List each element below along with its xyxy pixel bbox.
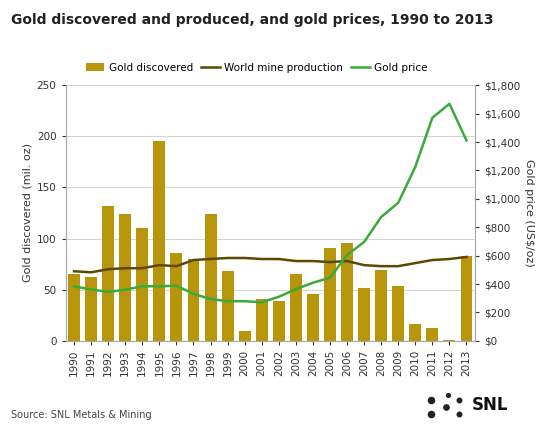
World mine production [344, 259, 351, 264]
World mine production [105, 267, 111, 272]
World mine production [207, 256, 214, 262]
Legend: Gold discovered, World mine production, Gold price: Gold discovered, World mine production, … [81, 58, 432, 77]
World mine production [429, 257, 436, 262]
Bar [426, 328, 438, 341]
Gold price [105, 289, 111, 294]
Gold price [446, 101, 453, 106]
Text: Source: SNL Metals & Mining: Source: SNL Metals & Mining [11, 410, 152, 420]
Gold price [139, 284, 146, 289]
World mine production [258, 256, 265, 262]
World mine production [139, 266, 146, 271]
World mine production [241, 256, 248, 261]
Gold price [327, 275, 333, 280]
World mine production [310, 259, 316, 264]
Bar [358, 288, 370, 341]
Gold price [378, 214, 384, 219]
World mine production [446, 256, 453, 262]
Gold price [224, 299, 231, 304]
Gold price [88, 287, 94, 292]
Gold price [429, 115, 436, 120]
World mine production [190, 257, 197, 262]
Gold price [207, 296, 214, 302]
World mine production [122, 266, 128, 271]
World mine production [395, 264, 401, 269]
Gold price [412, 164, 419, 170]
Gold price [190, 291, 197, 296]
Gold price [310, 280, 316, 285]
Gold price [258, 300, 265, 305]
Bar [443, 340, 455, 341]
Gold price [293, 287, 299, 292]
Bar [392, 285, 404, 341]
World mine production [156, 262, 163, 268]
Gold price [395, 200, 401, 205]
Bar [375, 270, 387, 341]
World mine production [88, 270, 94, 275]
Bar [410, 325, 422, 341]
Gold price [156, 284, 163, 289]
Gold price [276, 294, 282, 299]
Bar [153, 141, 165, 341]
World mine production [412, 261, 419, 266]
World mine production [276, 256, 282, 262]
World mine production [173, 264, 180, 269]
World mine production [224, 256, 231, 261]
Text: Gold discovered and produced, and gold prices, 1990 to 2013: Gold discovered and produced, and gold p… [11, 13, 494, 27]
Bar [460, 256, 472, 341]
Bar [256, 299, 268, 341]
Bar [341, 243, 353, 341]
Bar [170, 253, 182, 341]
Bar [119, 214, 131, 341]
Bar [102, 206, 114, 341]
Gold price [173, 283, 180, 288]
Bar [205, 214, 217, 341]
Bar [239, 331, 251, 341]
Y-axis label: Gold price (US$/oz): Gold price (US$/oz) [524, 159, 534, 267]
Bar [85, 277, 97, 341]
World mine production [327, 259, 333, 265]
Bar [222, 271, 234, 341]
Gold price [122, 287, 128, 292]
Line: Gold price: Gold price [74, 104, 466, 302]
Y-axis label: Gold discovered (mil. oz): Gold discovered (mil. oz) [22, 144, 33, 282]
World mine production [463, 254, 470, 259]
Bar [273, 301, 285, 341]
Bar [324, 248, 336, 341]
Text: SNL: SNL [472, 396, 508, 414]
World mine production [71, 269, 78, 274]
Gold price [463, 138, 470, 143]
Bar [68, 274, 80, 341]
Bar [307, 294, 319, 341]
Line: World mine production: World mine production [74, 257, 466, 272]
Gold price [241, 299, 248, 304]
Gold price [361, 239, 367, 245]
World mine production [378, 264, 384, 269]
World mine production [361, 262, 367, 268]
Gold price [344, 253, 351, 258]
Bar [290, 274, 302, 341]
Bar [187, 259, 199, 341]
World mine production [293, 259, 299, 264]
Gold price [71, 284, 78, 289]
Bar [136, 228, 149, 341]
